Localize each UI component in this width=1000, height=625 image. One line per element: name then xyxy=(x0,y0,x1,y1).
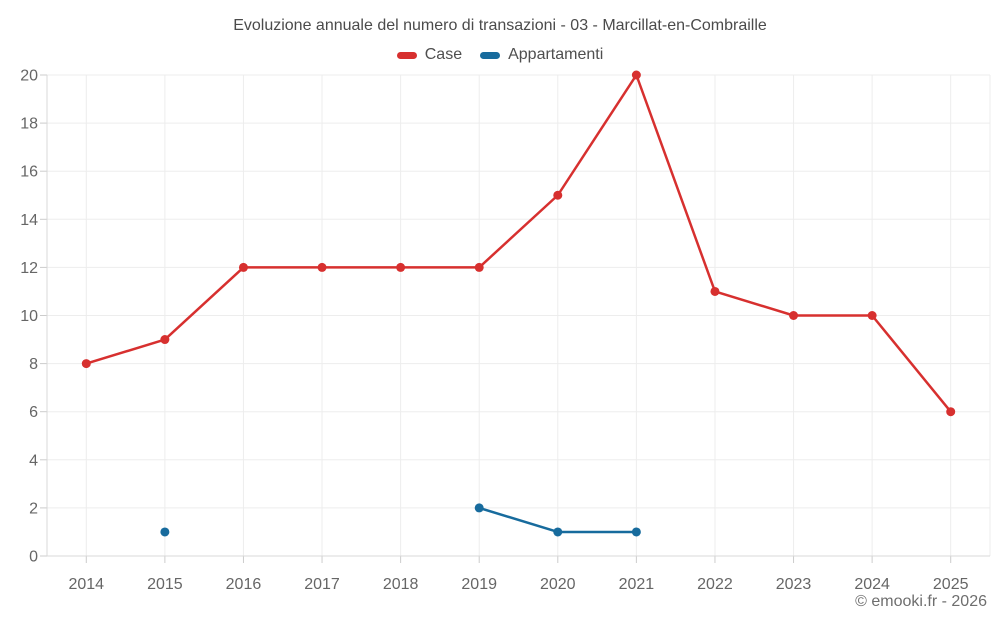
series-line-case xyxy=(85,73,952,413)
legend: Case Appartamenti xyxy=(0,46,1000,64)
x-axis-label: 2017 xyxy=(304,576,340,593)
x-axis-label: 2015 xyxy=(147,576,183,593)
data-point-case-2025[interactable] xyxy=(946,407,956,417)
legend-swatch-case xyxy=(396,51,417,59)
data-point-case-2020[interactable] xyxy=(553,190,563,200)
data-point-case-2016[interactable] xyxy=(238,262,248,272)
data-point-appartamenti-2015[interactable] xyxy=(160,527,170,537)
y-axis-label: 20 xyxy=(20,68,38,85)
data-point-appartamenti-2020[interactable] xyxy=(553,527,563,537)
legend-label-case: Case xyxy=(424,46,463,63)
copyright-credit: © emooki.fr - 2026 xyxy=(855,593,987,610)
x-axis-label: 2024 xyxy=(854,576,890,593)
data-point-case-2015[interactable] xyxy=(160,335,170,345)
data-point-case-2018[interactable] xyxy=(396,262,406,272)
data-point-case-2021[interactable] xyxy=(631,70,641,80)
x-axis-label: 2018 xyxy=(383,576,419,593)
data-point-case-2017[interactable] xyxy=(317,262,327,272)
y-axis-label: 8 xyxy=(29,356,38,373)
x-axis-label: 2023 xyxy=(776,576,812,593)
data-point-case-2023[interactable] xyxy=(789,311,799,320)
x-axis-label: 2025 xyxy=(933,576,969,593)
y-axis-label: 0 xyxy=(29,549,38,566)
chart-title: Evoluzione annuale del numero di transaz… xyxy=(233,17,767,34)
y-axis-label: 12 xyxy=(20,260,38,277)
y-axis-label: 4 xyxy=(29,452,38,469)
y-axis-label: 10 xyxy=(20,308,38,325)
data-point-appartamenti-2021[interactable] xyxy=(631,527,641,537)
legend-item-appartamenti[interactable]: Appartamenti xyxy=(480,46,603,64)
x-axis-label: 2016 xyxy=(226,576,262,593)
x-axis-label: 2021 xyxy=(619,576,655,593)
legend-item-case[interactable]: Case xyxy=(396,46,463,64)
x-axis-label: 2020 xyxy=(540,576,576,593)
data-point-case-2019[interactable] xyxy=(474,262,484,272)
y-axis-label: 16 xyxy=(20,164,38,181)
x-axis-label: 2014 xyxy=(68,576,104,593)
data-point-appartamenti-2019[interactable] xyxy=(474,503,484,513)
y-axis-label: 2 xyxy=(29,500,38,517)
legend-label-appartamenti: Appartamenti xyxy=(508,46,604,63)
data-point-case-2014[interactable] xyxy=(81,359,91,369)
legend-swatch-appartamenti xyxy=(480,51,501,59)
x-axis-label: 2019 xyxy=(461,576,497,593)
data-point-case-2024[interactable] xyxy=(867,311,877,320)
y-axis-label: 6 xyxy=(29,404,38,421)
data-point-case-2022[interactable] xyxy=(710,286,720,296)
y-axis-label: 18 xyxy=(20,116,38,133)
y-axis-label: 14 xyxy=(20,212,38,229)
x-axis-label: 2022 xyxy=(697,576,733,593)
